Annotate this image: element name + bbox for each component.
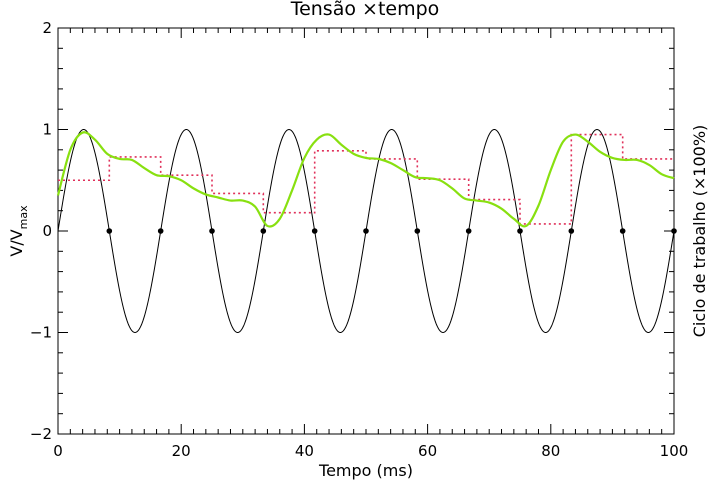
zero-crossing-point (568, 228, 575, 234)
x-tick-label: 100 (660, 442, 689, 460)
x-axis-label: Tempo (ms) (318, 461, 413, 480)
chart-title: Tensão ×tempo (290, 0, 440, 20)
zero-crossing-point (209, 228, 215, 234)
minor-ticks (58, 28, 674, 434)
x-tick-label: 20 (172, 442, 191, 460)
y-axis-label-main: V/V (7, 229, 26, 256)
right-axis-label: Ciclo de trabalho (×100%) (690, 125, 709, 338)
major-ticks (57, 27, 675, 435)
zero-crossing-point (363, 228, 369, 234)
y-tick-label: 0 (42, 222, 52, 240)
x-tick-label: 80 (541, 442, 560, 460)
x-tick-label: 60 (418, 442, 437, 460)
zero-crossing-point (311, 228, 318, 234)
duty-cycle-steps (58, 133, 674, 225)
y-axis-label-sub: max (17, 205, 30, 229)
zero-crossing-point (517, 228, 523, 234)
zero-crossing-point (106, 228, 113, 234)
zero-crossing-point (671, 228, 677, 234)
y-tick-label: −2 (30, 425, 52, 443)
x-tick-label: 0 (53, 442, 63, 460)
x-tick-label: 40 (295, 442, 314, 460)
y-tick-label: 2 (42, 19, 52, 37)
y-tick-label: 1 (42, 121, 52, 139)
zero-crossing-point (260, 228, 267, 234)
filtered-signal-line (56, 131, 675, 228)
y-tick-label: −1 (30, 324, 52, 342)
zero-crossing-point (414, 228, 421, 234)
zero-crossing-points (106, 228, 677, 234)
zero-crossing-point (157, 228, 164, 234)
tick-labels: 0 20 40 60 80 100 −2 −1 0 1 2 (30, 19, 688, 460)
zero-crossing-point (465, 228, 472, 234)
y-axis-label: V/Vmax (7, 205, 30, 257)
zero-crossing-point (619, 228, 626, 234)
